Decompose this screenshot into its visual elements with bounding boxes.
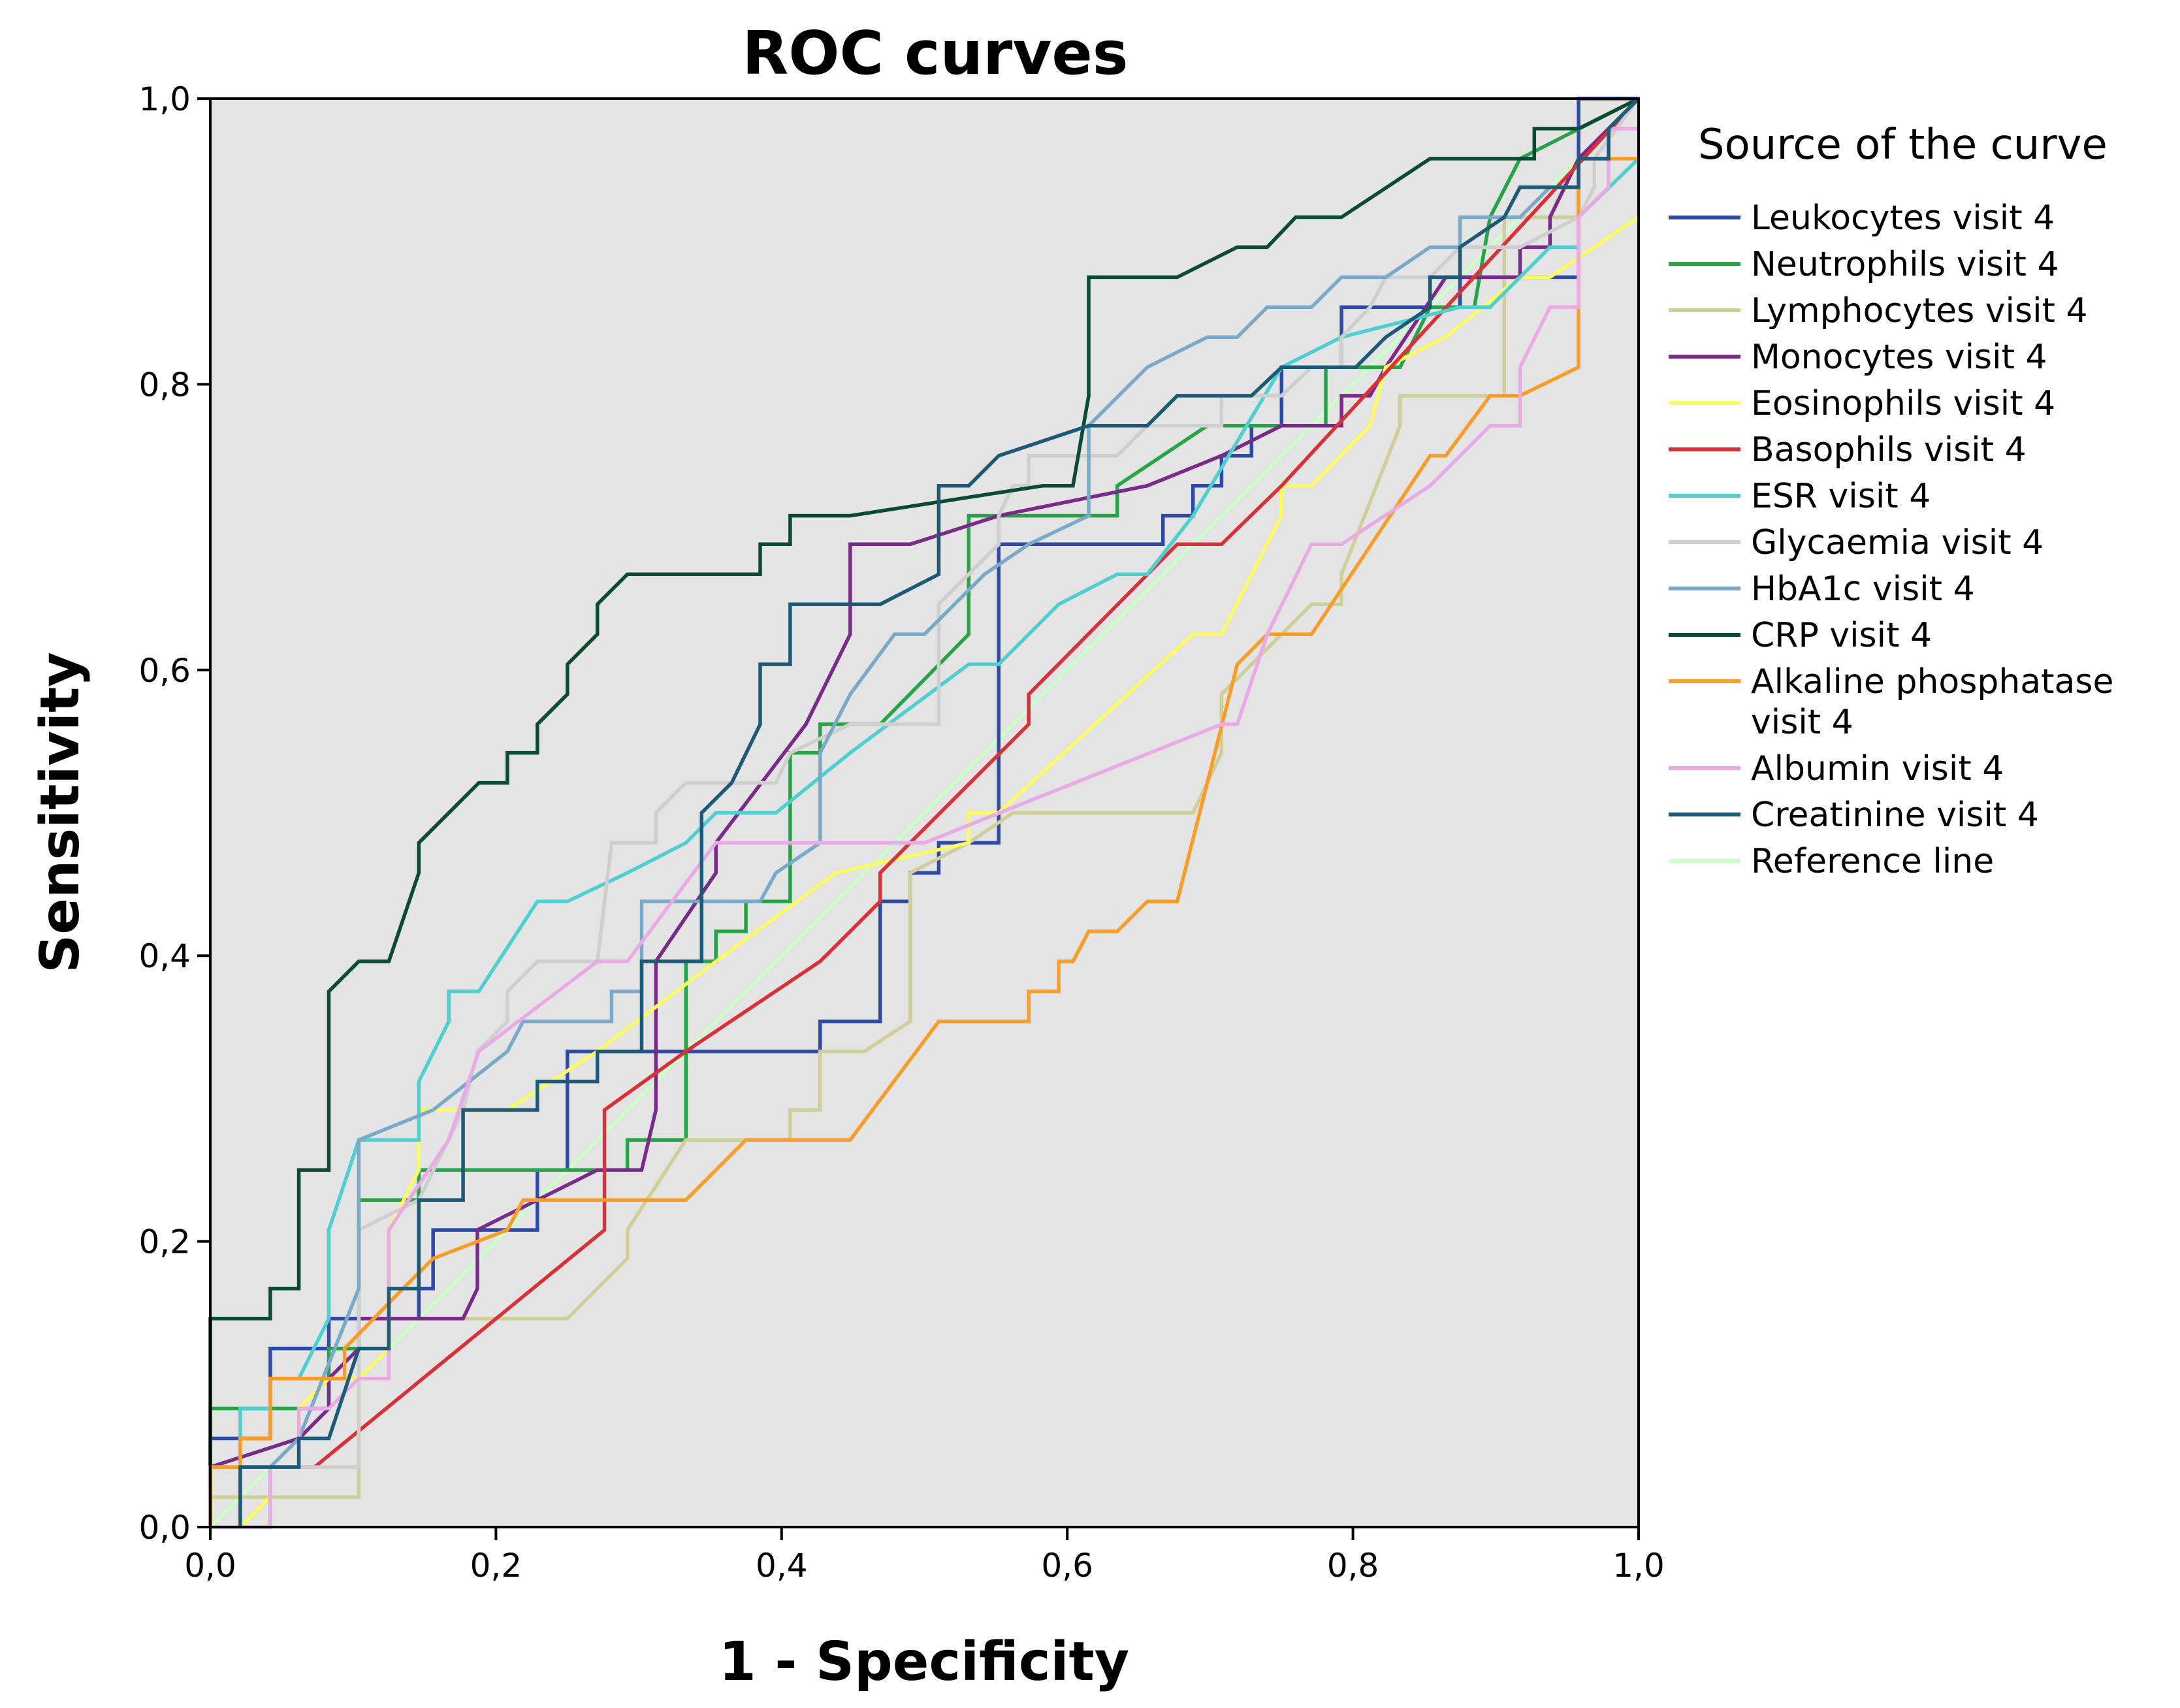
x-tick-label: 1,0 — [1612, 1547, 1665, 1585]
legend-label: Lymphocytes visit 4 — [1751, 291, 2088, 330]
roc-curve-crp-visit-4 — [208, 97, 1640, 1527]
legend-label: Neutrophils visit 4 — [1751, 245, 2059, 284]
y-tick-label: 0,2 — [138, 1223, 191, 1261]
legend-label: Monocytes visit 4 — [1751, 338, 2047, 377]
y-tick-label: 0,4 — [138, 937, 191, 975]
legend-label: Leukocytes visit 4 — [1751, 199, 2055, 238]
x-axis-ticks: 0,0 0,2 0,4 0,6 0,8 1,0 — [184, 1527, 1665, 1585]
chart-title: ROC curves — [742, 18, 1128, 88]
curves-layer — [208, 97, 1641, 1529]
x-tick-label: 0,8 — [1327, 1547, 1379, 1585]
legend-item-neutrophils-visit-4: Neutrophils visit 4 — [1669, 245, 2059, 284]
x-axis-label: 1 - Specificity — [719, 1631, 1129, 1693]
legend-item-alkaline-phosphatase-visit-4: Alkaline phosphatase visit 4 — [1669, 662, 2114, 742]
roc-curve-albumin-visit-4 — [210, 127, 1639, 1529]
legend-item-lymphocytes-visit-4: Lymphocytes visit 4 — [1669, 291, 2088, 330]
legend-item-basophils-visit-4: Basophils visit 4 — [1669, 430, 2027, 470]
legend-label: Alkaline phosphatase visit 4 — [1751, 662, 2114, 742]
legend-item-esr-visit-4: ESR visit 4 — [1669, 477, 1931, 516]
legend-item-leukocytes-visit-4: Leukocytes visit 4 — [1669, 199, 2055, 238]
roc-curve-glycaemia-visit-4 — [238, 97, 1641, 1527]
legend-item-reference-line: Reference line — [1669, 842, 1994, 881]
y-tick-label: 0,6 — [138, 652, 191, 690]
legend-label: HbA1c visit 4 — [1751, 570, 1975, 609]
y-tick-label: 0,0 — [138, 1509, 191, 1547]
legend-item-hba1c-visit-4: HbA1c visit 4 — [1669, 570, 1975, 609]
legend-label: ESR visit 4 — [1751, 477, 1931, 516]
legend-item-crp-visit-4: CRP visit 4 — [1669, 616, 1932, 655]
plot-frame — [209, 97, 1640, 1528]
legend-item-albumin-visit-4: Albumin visit 4 — [1669, 749, 2004, 788]
roc-curve-neutrophils-visit-4 — [208, 97, 1640, 1527]
legend-label: CRP visit 4 — [1751, 616, 1932, 655]
legend-title: Source of the curve — [1698, 121, 2108, 169]
legend-label: Basophils visit 4 — [1751, 430, 2027, 470]
roc-curve-reference-line — [209, 97, 1640, 1528]
legend: Leukocytes visit 4 Neutrophils visit 4 Lym… — [1669, 199, 2114, 881]
roc-curve-basophils-visit-4 — [238, 97, 1641, 1527]
legend-label: Reference line — [1751, 842, 1994, 881]
legend-item-creatinine-visit-4: Creatinine visit 4 — [1669, 796, 2039, 835]
x-tick-label: 0,4 — [756, 1547, 808, 1585]
roc-curve-creatinine-visit-4 — [238, 97, 1640, 1527]
legend-label: Glycaemia visit 4 — [1751, 523, 2044, 562]
legend-label: Eosinophils visit 4 — [1751, 384, 2055, 423]
y-axis-ticks: 0,0 0,2 0,4 0,6 0,8 1,0 — [138, 80, 210, 1547]
x-tick-label: 0,6 — [1041, 1547, 1093, 1585]
y-axis-label: Sensitivity — [29, 652, 91, 973]
roc-curve-hba1c-visit-4 — [268, 97, 1640, 1527]
x-tick-label: 0,0 — [184, 1547, 236, 1585]
legend-item-glycaemia-visit-4: Glycaemia visit 4 — [1669, 523, 2044, 562]
legend-item-monocytes-visit-4: Monocytes visit 4 — [1669, 338, 2047, 377]
x-tick-label: 0,2 — [470, 1547, 522, 1585]
y-tick-label: 0,8 — [138, 366, 191, 404]
legend-label: Albumin visit 4 — [1751, 749, 2004, 788]
y-tick-label: 1,0 — [138, 80, 191, 118]
legend-label: Creatinine visit 4 — [1751, 796, 2039, 835]
legend-item-eosinophils-visit-4: Eosinophils visit 4 — [1669, 384, 2055, 423]
roc-curve-alkaline-phosphatase-visit-4 — [208, 157, 1639, 1527]
